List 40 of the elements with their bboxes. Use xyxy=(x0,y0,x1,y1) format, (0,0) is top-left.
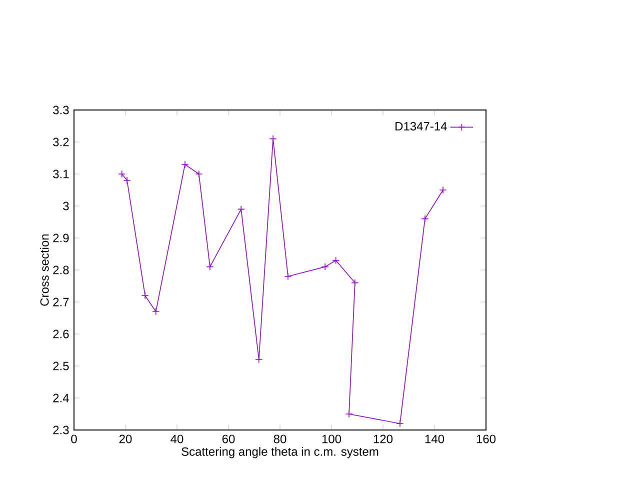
y-tick-label: 3 xyxy=(63,202,69,210)
point xyxy=(332,256,340,264)
point xyxy=(237,205,245,213)
y-tick-label: 2.3 xyxy=(53,426,69,434)
point xyxy=(118,170,126,178)
point xyxy=(141,292,149,300)
y-tick-label: 2.4 xyxy=(53,394,69,402)
x-tick-label: 160 xyxy=(476,434,496,444)
y-tick-label: 2.7 xyxy=(53,298,69,306)
point xyxy=(284,272,292,280)
x-tick-label: 0 xyxy=(71,434,77,444)
x-tick-label: 140 xyxy=(425,434,444,444)
x-tick-label: 80 xyxy=(274,434,286,444)
y-tick-label: 2.9 xyxy=(53,234,69,242)
y-tick-label: 3.1 xyxy=(53,170,69,178)
y-tick-label: 2.6 xyxy=(53,330,69,338)
y-tick-label: 2.8 xyxy=(53,266,69,274)
point xyxy=(206,263,214,271)
x-tick-label: 120 xyxy=(374,434,393,444)
point xyxy=(396,420,404,428)
point xyxy=(123,176,131,184)
point xyxy=(439,186,447,194)
x-tick-label: 40 xyxy=(170,434,184,444)
x-tick-label: 100 xyxy=(322,434,342,444)
point xyxy=(152,308,160,316)
legend-label: D1347-14 xyxy=(396,122,447,131)
x-tick-label: 20 xyxy=(119,434,132,444)
point xyxy=(351,279,359,287)
y-tick-label: 3.2 xyxy=(53,138,69,146)
point xyxy=(195,170,203,178)
y-tick-label: 2.5 xyxy=(53,362,69,370)
point xyxy=(321,263,329,271)
point xyxy=(255,356,263,364)
point xyxy=(421,215,429,223)
x-axis-title: Scattering angle theta in c.m. system xyxy=(182,447,378,458)
point xyxy=(181,160,189,168)
x-tick-label: 60 xyxy=(222,434,235,444)
y-tick-label: 3.3 xyxy=(53,106,69,114)
point xyxy=(345,410,353,418)
y-axis-title: Cross section xyxy=(40,234,49,306)
